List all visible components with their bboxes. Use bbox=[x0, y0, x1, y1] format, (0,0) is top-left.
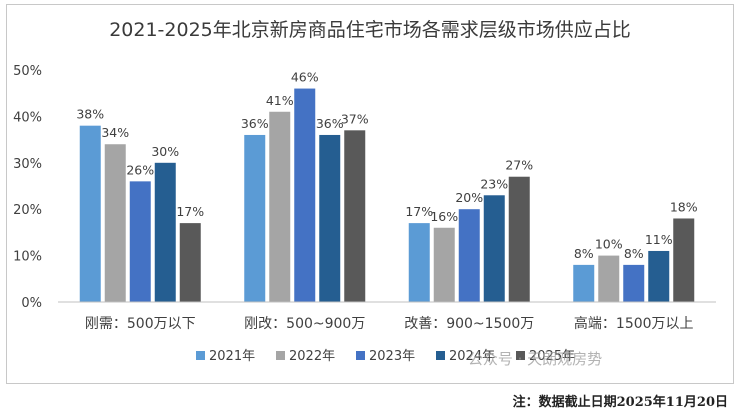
bar-2023年 bbox=[294, 88, 316, 302]
y-tick-label: 50% bbox=[13, 64, 42, 79]
legend: 2021年 2022年 2023年 2024年 2025年 bbox=[196, 349, 575, 364]
chart-title: 2021-2025年北京新房商品住宅市场各需求层级市场供应占比 bbox=[109, 19, 631, 41]
bar-2025年 bbox=[179, 223, 201, 302]
bar-2025年 bbox=[344, 130, 366, 302]
bar-2022年 bbox=[598, 255, 620, 302]
bar-2024年 bbox=[154, 162, 176, 302]
footnote: 注：数据截止日期2025年11月20日 bbox=[512, 395, 728, 410]
bar-data-label: 11% bbox=[645, 232, 673, 247]
legend-label: 2025年 bbox=[529, 349, 575, 364]
y-tick-label: 10% bbox=[13, 250, 42, 265]
bar-data-label: 34% bbox=[101, 125, 129, 140]
bar-data-label: 26% bbox=[126, 162, 154, 177]
bar-2023年 bbox=[129, 181, 151, 302]
x-category-label: 刚改：500~900万 bbox=[244, 316, 365, 332]
legend-label: 2022年 bbox=[289, 349, 335, 364]
legend-label: 2024年 bbox=[449, 349, 495, 364]
x-category-label: 刚需：500万以下 bbox=[85, 316, 196, 332]
bar-data-label: 23% bbox=[480, 176, 508, 191]
bar-2022年 bbox=[269, 111, 291, 302]
bar-data-label: 46% bbox=[291, 70, 319, 85]
legend-swatch bbox=[516, 351, 525, 360]
bar-2024年 bbox=[483, 195, 505, 302]
bar-data-label: 18% bbox=[670, 199, 698, 214]
y-axis: 0% 10% 20% 30% 40% 50% bbox=[13, 64, 42, 311]
y-tick-label: 20% bbox=[13, 203, 42, 218]
bar-data-label: 17% bbox=[405, 204, 433, 219]
bar-data-label: 20% bbox=[455, 190, 483, 205]
bar-data-label: 37% bbox=[341, 111, 369, 126]
bar-data-label: 10% bbox=[595, 237, 623, 252]
legend-swatch bbox=[196, 351, 205, 360]
bar-2025年 bbox=[673, 218, 695, 302]
y-tick-label: 40% bbox=[13, 110, 42, 125]
watermark-text: 公众号 · 天朗观房势 bbox=[468, 350, 602, 368]
bar-2021年 bbox=[573, 264, 595, 302]
bar-data-label: 36% bbox=[316, 116, 344, 131]
bar-data-label: 16% bbox=[430, 209, 458, 224]
bar-data-label: 17% bbox=[176, 204, 204, 219]
bar-2023年 bbox=[623, 264, 645, 302]
bar-2025年 bbox=[508, 176, 530, 302]
x-category-label: 高端：1500万以上 bbox=[574, 315, 694, 332]
bar-data-label: 36% bbox=[241, 116, 269, 131]
y-tick-label: 0% bbox=[21, 296, 42, 311]
bar-data-label: 41% bbox=[266, 93, 294, 108]
bar-2024年 bbox=[648, 250, 670, 302]
bar-2021年 bbox=[244, 134, 266, 302]
legend-label: 2021年 bbox=[209, 349, 255, 364]
legend-label: 2023年 bbox=[369, 349, 415, 364]
legend-swatch bbox=[436, 351, 445, 360]
bar-data-label: 8% bbox=[624, 246, 644, 261]
bar-2024年 bbox=[319, 134, 341, 302]
bar-2022年 bbox=[104, 144, 126, 302]
legend-swatch bbox=[356, 351, 365, 360]
bar-data-label: 27% bbox=[505, 158, 533, 173]
bar-2022年 bbox=[433, 227, 455, 302]
legend-swatch bbox=[276, 351, 285, 360]
bar-data-label: 8% bbox=[574, 246, 594, 261]
x-category-label: 改善：900~1500万 bbox=[404, 316, 534, 332]
bar-data-label: 30% bbox=[151, 144, 179, 159]
y-tick-label: 30% bbox=[13, 157, 42, 172]
bars-group: 38%34%26%30%17%36%41%46%36%37%17%16%20%2… bbox=[76, 70, 698, 303]
bar-2021年 bbox=[79, 125, 101, 303]
bar-data-label: 38% bbox=[76, 107, 104, 122]
x-axis: 刚需：500万以下 刚改：500~900万 改善：900~1500万 高端：1500万… bbox=[58, 301, 716, 332]
bar-2023年 bbox=[458, 209, 480, 302]
bar-2021年 bbox=[408, 223, 430, 302]
chart-frame bbox=[6, 4, 734, 384]
